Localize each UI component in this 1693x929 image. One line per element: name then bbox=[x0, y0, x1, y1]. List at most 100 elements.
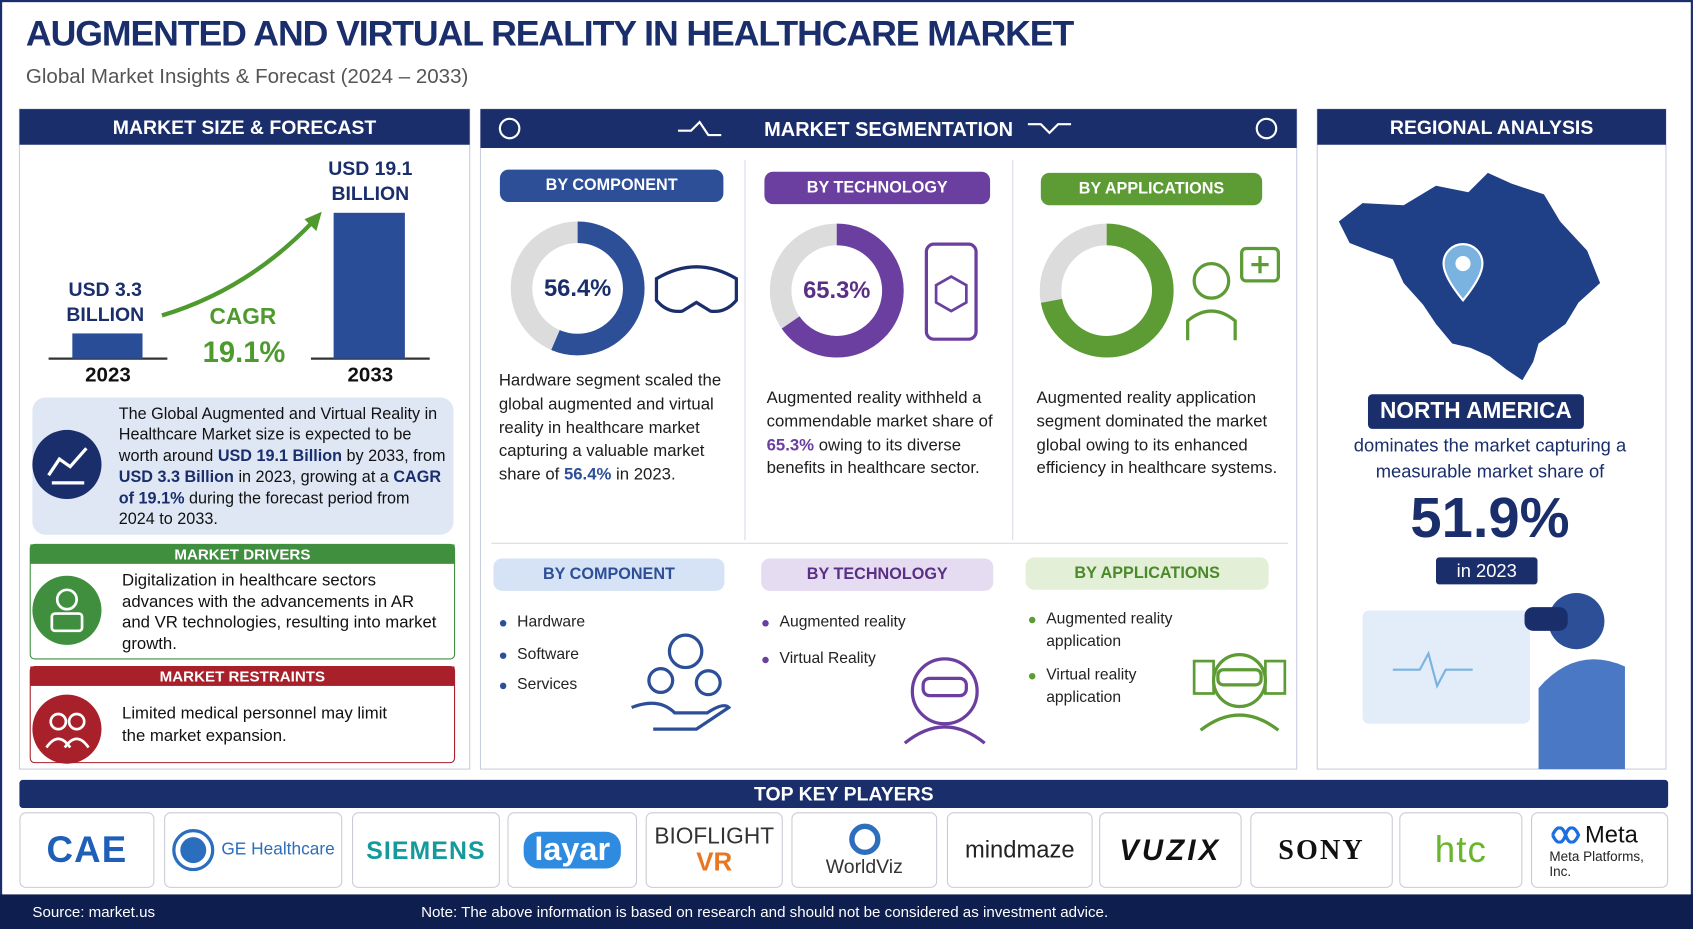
player: Meta bbox=[1584, 820, 1638, 848]
card-text: Augmented reality application segment do… bbox=[1037, 387, 1287, 481]
panel-heading: REGIONAL ANALYSIS bbox=[1389, 116, 1594, 139]
card-text: Hardware segment scaled the global augme… bbox=[499, 369, 739, 487]
icon bbox=[49, 712, 68, 731]
panel bbox=[479, 108, 1298, 770]
player: SIEMENS bbox=[366, 835, 486, 864]
list-item: Virtual Reality bbox=[762, 648, 876, 671]
drivers-heading: MARKET DRIVERS bbox=[174, 545, 311, 563]
map-pin bbox=[1455, 256, 1471, 272]
list-item: Hardware bbox=[499, 611, 585, 634]
restraints-text: Limited medical personnel may limit the … bbox=[122, 704, 388, 745]
panel-header bbox=[480, 109, 1297, 148]
card-text-part: Hardware segment scaled the global augme… bbox=[498, 371, 722, 485]
head-icon bbox=[903, 725, 986, 745]
card-text-part: in 2023. bbox=[611, 465, 676, 485]
screen-icon bbox=[1264, 659, 1287, 695]
donut-arc bbox=[510, 221, 645, 356]
icon bbox=[55, 588, 79, 611]
card-highlight: 65.3% bbox=[766, 435, 815, 455]
gear-icon bbox=[647, 667, 675, 695]
icon bbox=[498, 117, 521, 140]
list-item: Software bbox=[499, 644, 579, 667]
cagr-value: 19.1% bbox=[202, 335, 286, 369]
gear-icon bbox=[667, 633, 704, 670]
hand-icon bbox=[631, 701, 732, 731]
plus-icon bbox=[1240, 246, 1280, 283]
meta-row: Meta bbox=[1549, 820, 1638, 849]
icon bbox=[678, 120, 1072, 137]
donut-arc bbox=[769, 223, 904, 358]
doctor bbox=[1538, 659, 1625, 770]
gear-icon bbox=[694, 669, 722, 697]
vr-icon bbox=[654, 265, 738, 314]
players-heading: TOP KEY PLAYERS bbox=[753, 783, 934, 805]
person-icon bbox=[1192, 261, 1231, 300]
card-heading: BY TECHNOLOGY bbox=[764, 171, 991, 205]
card-heading: BY COMPONENT bbox=[499, 169, 724, 202]
card-highlight: 56.4% bbox=[563, 465, 612, 485]
ge-mark bbox=[172, 829, 215, 872]
donut-label: 56.4% bbox=[543, 274, 612, 302]
player: mindmaze bbox=[964, 836, 1075, 864]
logo: VUZIX bbox=[1099, 812, 1242, 888]
logo: htc bbox=[1399, 812, 1523, 888]
region-share: 51.9% bbox=[1410, 487, 1570, 550]
summary: The Global Augmented and Virtual Reality… bbox=[119, 404, 448, 530]
cagr-label: CAGR bbox=[209, 304, 277, 330]
bar bbox=[72, 333, 143, 359]
icon bbox=[50, 612, 84, 633]
logo: BIOFLIGHT VR bbox=[645, 812, 783, 888]
player-sub: Meta Platforms, Inc. bbox=[1549, 849, 1644, 880]
list-item: Virtual reality application bbox=[1028, 664, 1187, 709]
logo: mindmaze bbox=[946, 812, 1093, 888]
hologram bbox=[1362, 610, 1530, 724]
title: AUGMENTED AND VIRTUAL REALITY IN HEALTHC… bbox=[25, 12, 1074, 53]
phone-icon bbox=[924, 242, 978, 341]
worldviz-mark bbox=[848, 823, 880, 855]
card-text-part: Augmented reality withheld a commendable… bbox=[766, 388, 993, 431]
logo: SIEMENS bbox=[351, 812, 500, 888]
logo: SONY bbox=[1250, 812, 1393, 888]
year: 2033 bbox=[347, 364, 394, 387]
player: layar bbox=[523, 831, 621, 869]
cube-icon bbox=[934, 274, 968, 313]
map-pin bbox=[1442, 243, 1484, 303]
card-text: Augmented reality withheld a commendable… bbox=[767, 387, 999, 481]
meta-mark bbox=[1551, 826, 1581, 844]
player: VUZIX bbox=[1119, 833, 1222, 866]
panel-heading: MARKET SIZE & FORECAST bbox=[112, 116, 377, 139]
list-heading: BY APPLICATIONS bbox=[1025, 557, 1269, 590]
source: Source: market.us bbox=[32, 903, 156, 921]
screen-icon bbox=[1192, 659, 1215, 695]
head-icon bbox=[910, 657, 979, 726]
summary-highlight: USD 19.1 Billion bbox=[217, 447, 343, 466]
player: CAE bbox=[46, 829, 128, 871]
vr-icon bbox=[921, 676, 968, 698]
bar-label: USD 3.3 BILLION bbox=[66, 278, 145, 325]
player: htc bbox=[1434, 829, 1487, 871]
panel-heading: MARKET SEGMENTATION bbox=[764, 117, 1014, 141]
players-header bbox=[19, 779, 1669, 808]
summary-text: by 2033, from bbox=[342, 447, 446, 466]
logo: CAE bbox=[19, 812, 155, 888]
list-heading: BY TECHNOLOGY bbox=[761, 558, 994, 591]
icon bbox=[47, 447, 88, 485]
player: WorldViz bbox=[825, 854, 903, 877]
logo: layar bbox=[507, 812, 638, 888]
year: 2023 bbox=[85, 364, 131, 387]
list-item: Augmented reality application bbox=[1028, 608, 1187, 653]
arrow-head bbox=[304, 211, 322, 232]
card-heading: BY APPLICATIONS bbox=[1040, 172, 1263, 206]
panel-header bbox=[1317, 109, 1666, 145]
restraints-heading: MARKET RESTRAINTS bbox=[159, 667, 326, 685]
person-icon bbox=[1186, 309, 1237, 341]
summary-text: in 2023, growing at a bbox=[233, 467, 394, 487]
region: NORTH AMERICA bbox=[1367, 394, 1584, 429]
card-text-part: Augmented reality application segment do… bbox=[1036, 388, 1278, 478]
subtitle: Global Market Insights & Forecast (2024 … bbox=[25, 65, 469, 89]
summary-box bbox=[32, 397, 454, 535]
summary-text: The Global Augmented and Virtual Reality… bbox=[118, 405, 438, 466]
doctor bbox=[1548, 593, 1605, 650]
player: SONY bbox=[1278, 833, 1365, 866]
